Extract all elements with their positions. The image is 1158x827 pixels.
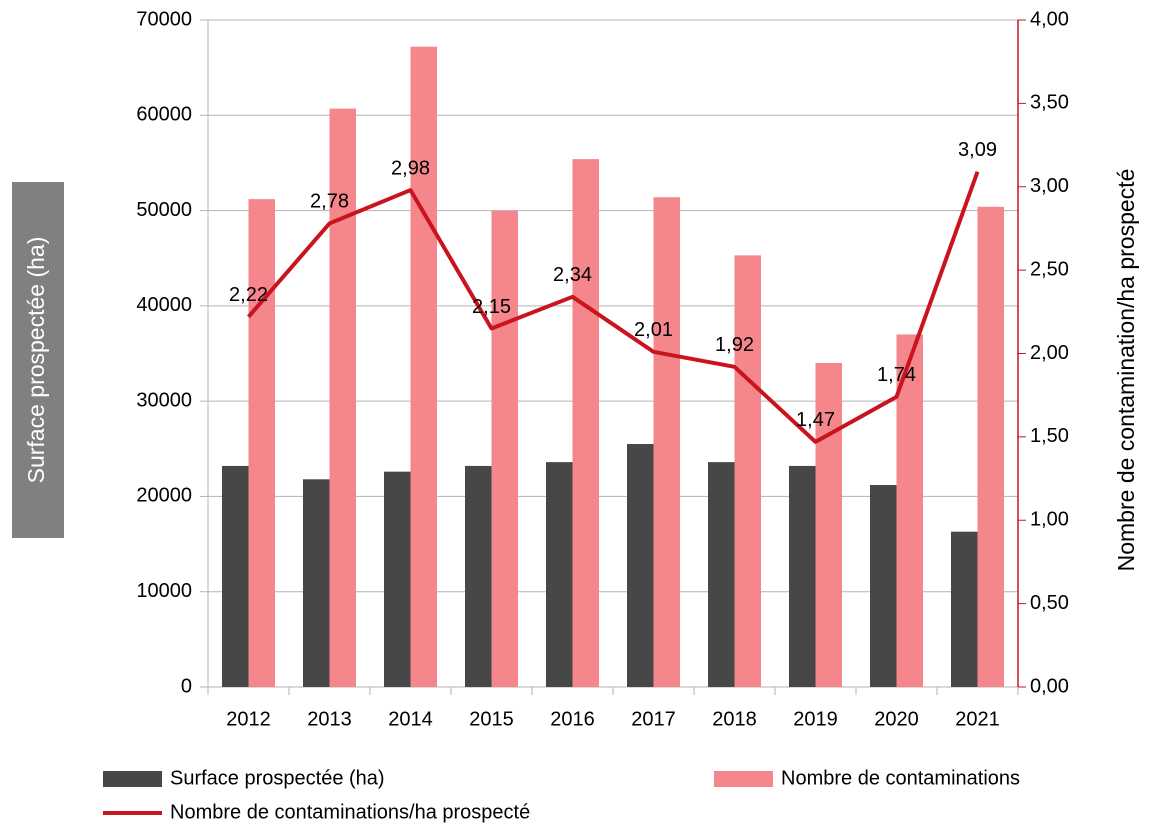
y-axis-title-box: [12, 182, 64, 538]
y2-tick-label: 1,50: [1030, 425, 1069, 447]
legend-label: Nombre de contaminations/ha prospecté: [170, 801, 530, 823]
data-label: 2,78: [310, 191, 349, 213]
bar: [410, 46, 437, 688]
x-tick-label: 2018: [712, 708, 757, 730]
y-tick-label: 0: [181, 675, 192, 697]
legend-label: Nombre de contaminations: [781, 767, 1020, 789]
bar: [977, 206, 1004, 687]
line: [246, 171, 980, 444]
y-tick-label: 20000: [136, 485, 192, 507]
bar: [222, 465, 249, 687]
y2-tick-label: 4,00: [1030, 8, 1069, 30]
y2-tick-label: 3,00: [1030, 175, 1069, 197]
data-label: 1,74: [877, 364, 916, 386]
legend-swatch: [103, 771, 162, 787]
data-label: 1,47: [796, 409, 835, 431]
data-label: 1,92: [715, 334, 754, 356]
bar: [572, 159, 599, 688]
bar: [896, 334, 923, 687]
x-tick-label: 2017: [631, 708, 676, 730]
bar: [491, 210, 518, 688]
bar: [708, 462, 735, 687]
bar: [329, 108, 356, 687]
y-tick-label: 10000: [136, 580, 192, 602]
bar: [465, 465, 492, 687]
bar: [870, 484, 897, 687]
bar: [627, 444, 654, 687]
y-tick-label: 60000: [136, 104, 192, 126]
x-tick-label: 2016: [550, 708, 595, 730]
bar: [734, 255, 761, 687]
x-tick-label: 2013: [307, 708, 352, 730]
x-tick-label: 2020: [874, 708, 919, 730]
y-tick-label: 50000: [136, 199, 192, 221]
bar: [815, 363, 842, 687]
data-label: 3,09: [958, 139, 997, 161]
bar: [248, 199, 275, 687]
legend-label: Surface prospectée (ha): [170, 767, 385, 789]
x-tick-label: 2014: [388, 708, 433, 730]
x-tick-label: 2021: [955, 708, 1000, 730]
x-tick-label: 2019: [793, 708, 838, 730]
y-tick-label: 40000: [136, 294, 192, 316]
data-label: 2,98: [391, 157, 430, 179]
x-tick-label: 2012: [226, 708, 271, 730]
data-label: 2,22: [229, 284, 268, 306]
data-label: 2,15: [472, 296, 511, 318]
y2-tick-label: 1,00: [1030, 509, 1069, 531]
x-tick-label: 2015: [469, 708, 514, 730]
bar: [653, 197, 680, 687]
bar: [789, 465, 816, 687]
y2-tick-label: 2,50: [1030, 258, 1069, 280]
y2-axis-title: Nombre de contamination/ha prospecté: [1113, 169, 1139, 572]
bar: [951, 531, 978, 687]
data-label: 2,01: [634, 319, 673, 341]
y-tick-label: 70000: [136, 8, 192, 30]
data-label: 2,34: [553, 264, 592, 286]
bar: [384, 471, 411, 687]
y-tick-label: 30000: [136, 389, 192, 411]
bar: [303, 479, 330, 687]
y-axis-title: Surface prospectée (ha): [23, 237, 49, 484]
y2-tick-label: 0,50: [1030, 592, 1069, 614]
y2-tick-label: 0,00: [1030, 675, 1069, 697]
y2-tick-label: 3,50: [1030, 92, 1069, 114]
legend-swatch: [714, 771, 773, 787]
bar: [546, 462, 573, 687]
y2-tick-label: 2,00: [1030, 342, 1069, 364]
